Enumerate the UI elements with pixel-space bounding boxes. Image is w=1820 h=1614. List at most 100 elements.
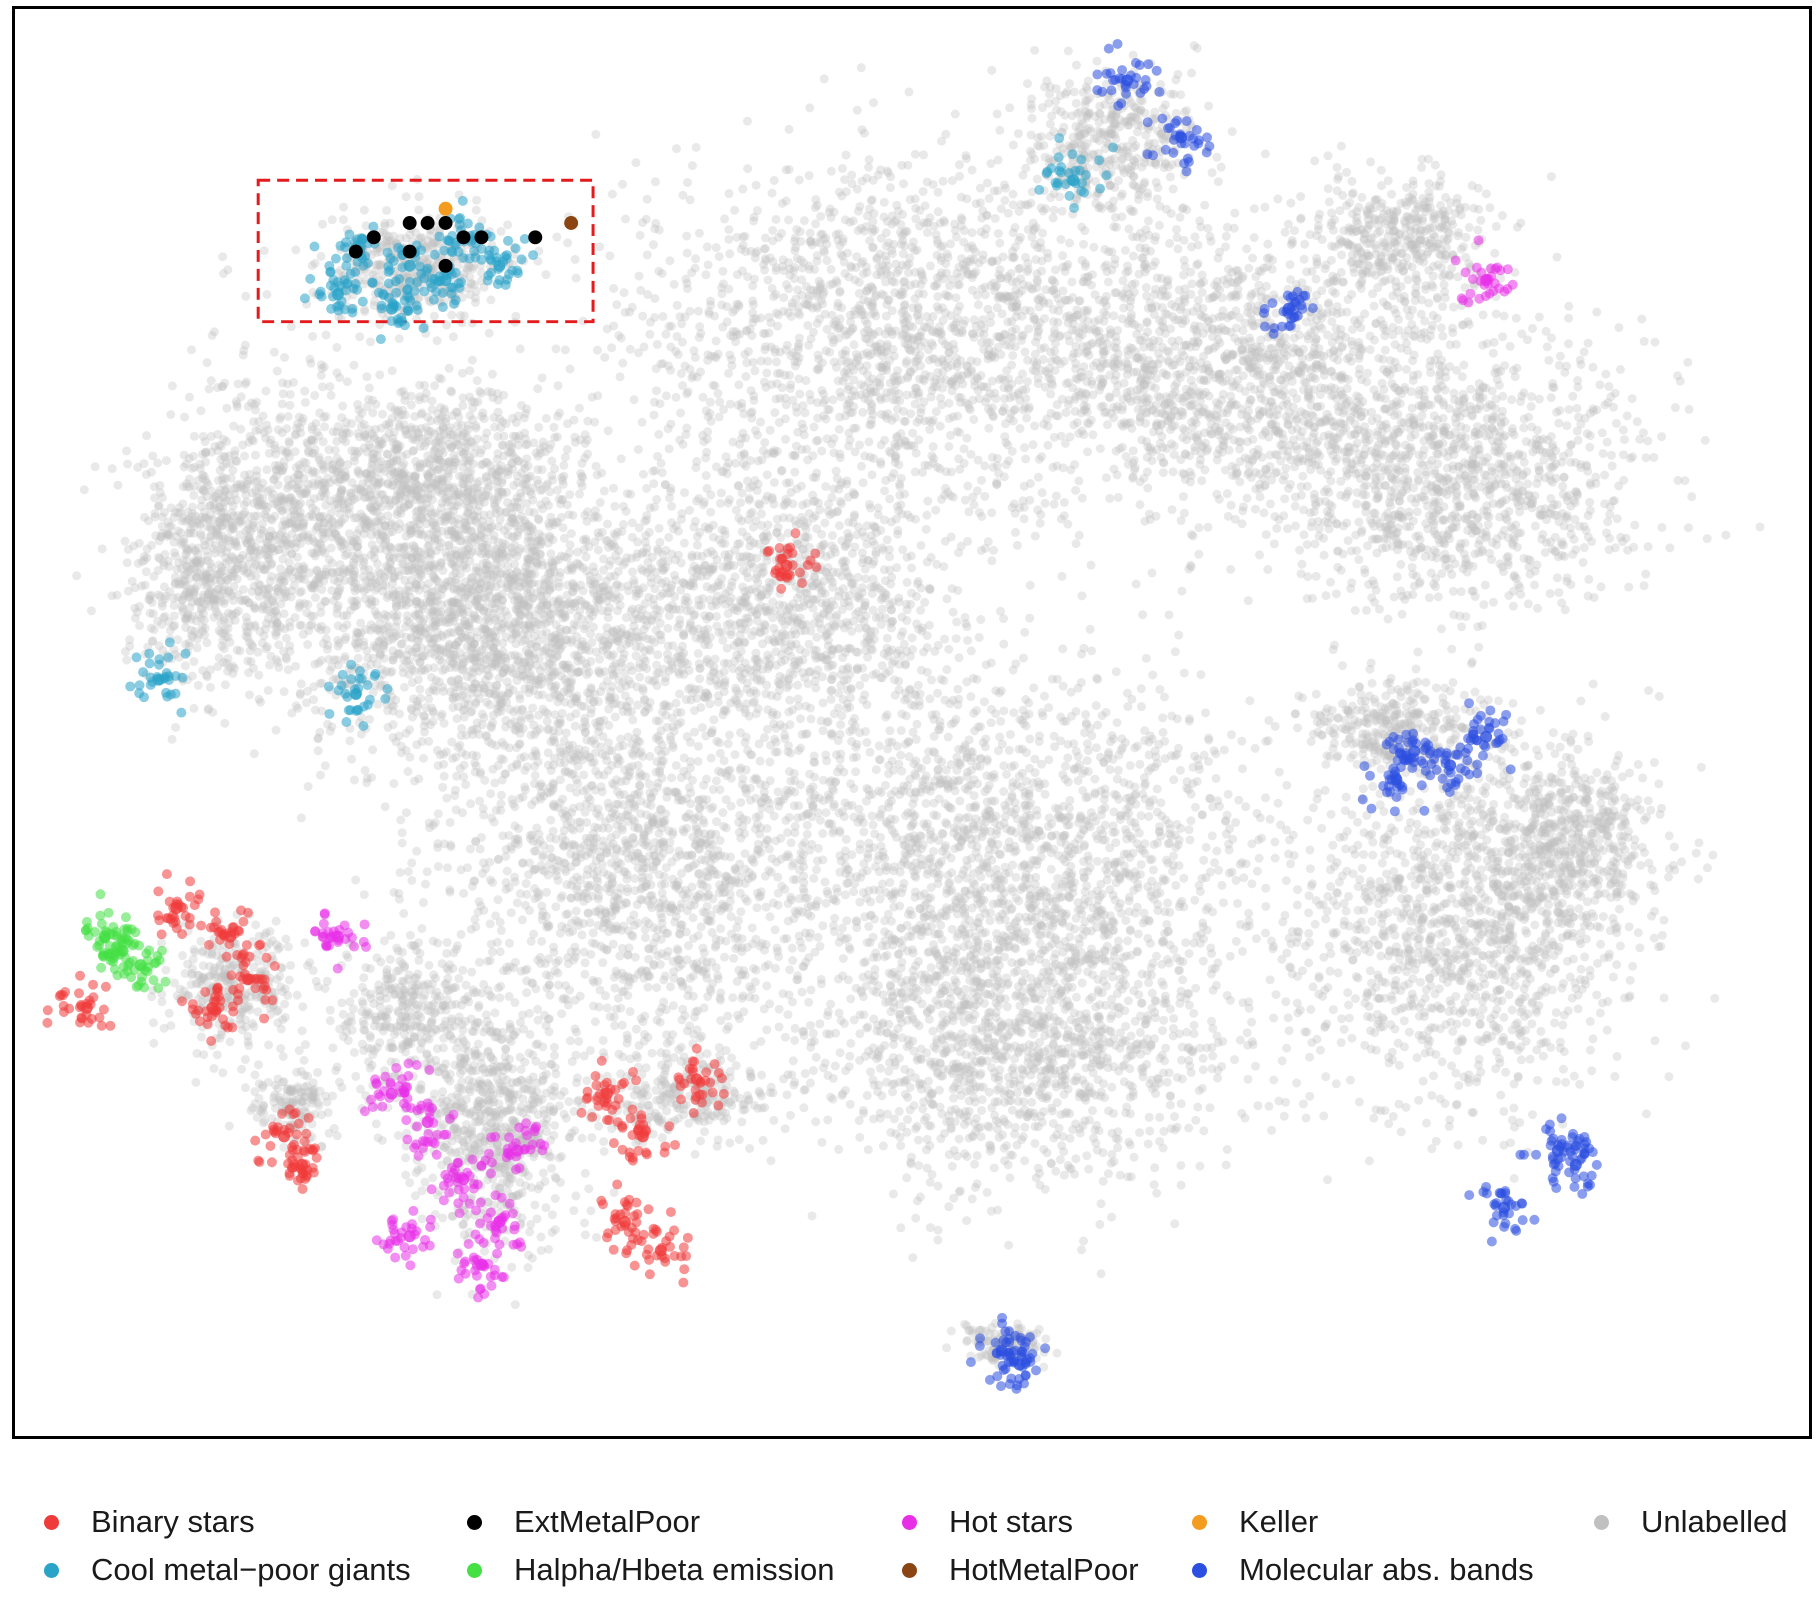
unlabelled-point [308,503,318,513]
unlabelled-point [545,521,554,531]
unlabelled-point [383,566,393,576]
unlabelled-point [244,437,254,447]
unlabelled-point [350,586,360,596]
unlabelled-point [743,272,753,282]
unlabelled-point [494,548,504,558]
unlabelled-point [793,285,803,295]
unlabelled-point [462,621,472,631]
unlabelled-point [706,300,716,310]
unlabelled-point [541,413,551,423]
unlabelled-point [562,444,572,454]
unlabelled-point [425,490,435,500]
unlabelled-point [615,372,625,382]
unlabelled-point [515,571,525,581]
unlabelled-point [652,495,662,505]
unlabelled-point [1083,447,1092,457]
unlabelled-point [469,663,479,673]
unlabelled-point [885,183,895,193]
unlabelled-point [821,414,831,424]
unlabelled-point [650,466,660,476]
unlabelled-point [122,655,132,665]
unlabelled-point [475,448,485,458]
unlabelled-point [429,586,438,596]
unlabelled-point [559,460,569,470]
unlabelled-point [1048,213,1058,223]
unlabelled-point [524,649,534,659]
unlabelled-point [760,437,770,447]
unlabelled-point [1007,360,1017,370]
tsne-plot-frame [12,6,1812,1439]
unlabelled-point [388,655,398,665]
unlabelled-point [563,238,573,248]
unlabelled-point [296,498,306,508]
unlabelled-point [515,344,525,354]
unlabelled-point [470,639,480,649]
unlabelled-point [451,575,461,585]
unlabelled-point [508,517,518,527]
unlabelled-point [480,624,490,634]
unlabelled-point [494,592,504,602]
unlabelled-point [250,477,260,487]
unlabelled-point [340,652,350,662]
unlabelled-point [933,207,943,217]
unlabelled-point [393,548,403,558]
unlabelled-point [854,277,864,287]
unlabelled-point [222,403,232,413]
unlabelled-point [987,508,997,518]
unlabelled-point [400,503,409,512]
unlabelled-point [389,779,399,789]
unlabelled-point [549,732,558,742]
unlabelled-point [804,171,814,181]
unlabelled-point [295,688,305,698]
unlabelled-point [203,705,213,715]
unlabelled-point [540,707,550,717]
unlabelled-point [557,473,567,483]
unlabelled-point [748,281,758,291]
unlabelled-point [349,513,359,523]
unlabelled-point [536,536,546,546]
unlabelled-point [541,270,551,280]
unlabelled-point [797,275,807,285]
unlabelled-point [476,532,486,542]
unlabelled-point [537,465,547,475]
unlabelled-point [482,628,492,638]
unlabelled-point [430,643,440,652]
unlabelled-point [479,510,489,520]
unlabelled-point [279,687,289,697]
unlabelled-point [415,657,425,667]
unlabelled-point [459,760,469,770]
unlabelled-point [424,633,434,643]
unlabelled-point [816,211,826,221]
unlabelled-point [440,647,450,657]
unlabelled-point [507,532,517,542]
unlabelled-point [401,550,411,560]
unlabelled-point [404,561,414,571]
unlabelled-point [683,177,693,187]
unlabelled-point [411,643,421,653]
unlabelled-point [1074,476,1084,486]
unlabelled-point [546,512,556,522]
unlabelled-point [437,709,447,719]
unlabelled-point [353,628,363,638]
unlabelled-point [720,214,730,224]
unlabelled-point [531,748,541,758]
unlabelled-point [321,634,331,644]
unlabelled-point [741,371,751,381]
unlabelled-point [374,576,384,586]
unlabelled-point [337,470,347,480]
unlabelled-point [396,600,406,610]
unlabelled-point [694,228,704,238]
unlabelled-point [980,290,990,300]
unlabelled-point [523,520,533,530]
unlabelled-point [448,753,458,763]
unlabelled-point [558,523,568,533]
unlabelled-point [931,281,941,291]
unlabelled-point [938,176,948,186]
unlabelled-point [945,281,955,291]
unlabelled-point [493,395,503,405]
unlabelled-point [309,695,318,705]
unlabelled-point [290,612,300,622]
unlabelled-point [581,721,591,731]
unlabelled-point [333,621,343,631]
unlabelled-point [555,568,565,578]
